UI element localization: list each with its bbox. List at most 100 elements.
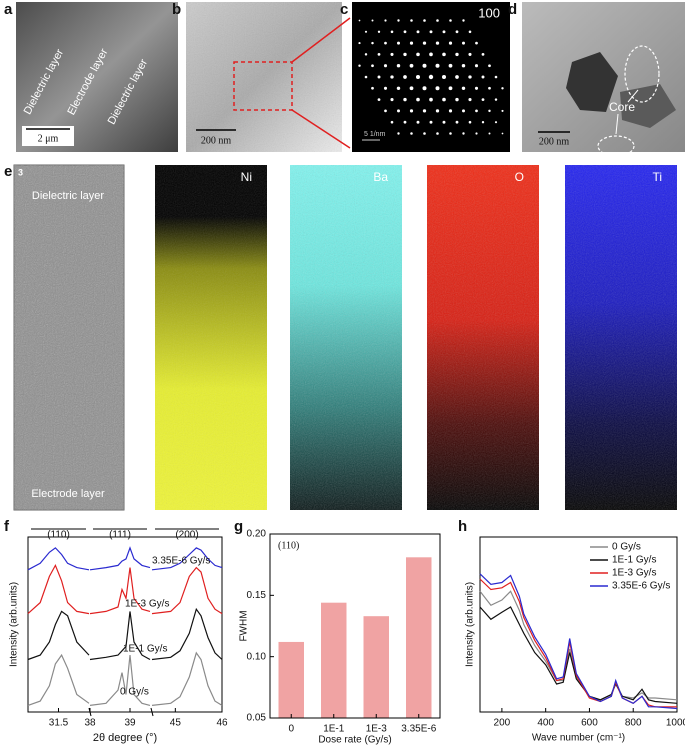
panel-label: h [458,518,467,535]
xrd-curve [89,546,151,571]
spot [409,63,414,68]
spot [429,30,433,34]
spot [422,63,427,68]
spot [397,19,400,22]
curve-label: 1E-3 Gy/s [125,599,169,610]
core-arrow [627,89,639,103]
element-label: Ti [652,170,662,184]
spot [449,19,452,22]
spot [435,109,440,113]
legend-label: 0 Gy/s [612,542,641,553]
spot [416,97,420,102]
spot [415,74,421,80]
spot [481,75,485,79]
map-texture [427,165,539,510]
zoom-arrow [291,109,351,149]
spot [448,63,453,68]
spot [410,132,413,135]
spot [384,41,387,45]
spot [422,86,427,91]
x-tick-label: 400 [537,718,554,729]
spot [455,75,459,79]
spot [442,52,446,57]
spot [409,109,414,113]
element-label: Ba [373,170,388,184]
panel-label: a [4,1,13,18]
spot [475,132,478,135]
spot [416,30,420,34]
core-label: Core [609,100,635,114]
spot [416,52,420,57]
spot [481,53,485,56]
spot [410,19,413,22]
spot [455,30,459,34]
spot [364,53,368,56]
xrd-curve [151,547,223,571]
plot-frame [27,536,223,713]
y-tick-label: 0.20 [247,529,267,540]
bar [406,557,432,718]
spot [416,120,420,124]
panel-label: g [234,518,243,535]
legend-label: 1E-1 Gy/s [612,555,656,566]
xrd-curve [27,547,90,571]
scale-label: 200 nm [201,135,232,146]
xrd-curve [151,607,223,661]
spot [494,121,498,124]
bar [321,602,347,718]
x-tick-label: 46 [216,718,228,729]
spot [435,41,440,45]
spot [468,52,472,56]
x-tick-label: 31.5 [49,718,69,729]
spot [364,75,368,79]
xrd-curve [89,655,151,706]
spot [403,120,407,124]
spot [462,19,465,22]
spot [403,52,407,57]
segment-title: (111) [109,530,131,541]
spot [481,98,485,101]
scale-label: 2 μm [38,133,59,144]
spot [403,75,407,79]
spot [409,86,414,91]
spot [462,41,465,45]
spot [397,109,400,113]
spot [384,109,387,113]
spot [435,63,440,68]
x-tick-label: 39 [124,718,136,729]
spot [429,120,433,124]
map-texture [565,165,677,510]
plot-frame [269,533,441,719]
element-label: Ni [241,170,252,184]
scale-label: 5 1/nm [364,131,386,138]
spot [481,121,485,124]
xrd-curve [27,563,90,615]
hrtem-texture [14,165,124,510]
spot [429,52,433,57]
spot [461,86,466,91]
spot [468,98,472,102]
spot [462,109,465,113]
spot [462,132,465,135]
spot [488,86,491,90]
spot [423,132,426,135]
segment-title: (200) [175,530,198,541]
y-axis-label: FWHM [239,610,250,641]
zoom-arrow [291,17,351,63]
x-tick-label: 800 [625,718,642,729]
x-axis-label: Wave number (cm⁻¹) [532,733,625,744]
x-tick-label: 1E-1 [323,724,345,735]
spot [371,19,374,22]
spot [377,53,381,56]
y-axis-label: Intensity (arb.units) [465,582,476,667]
spot [358,42,361,45]
x-tick-label: 1E-3 [366,724,388,735]
spot [371,41,374,45]
x-tick-label: 0 [288,724,294,735]
spot [475,109,478,113]
spot [436,132,439,135]
spot [390,98,394,102]
axis-break [150,707,154,717]
x-tick-label: 38 [84,718,96,729]
